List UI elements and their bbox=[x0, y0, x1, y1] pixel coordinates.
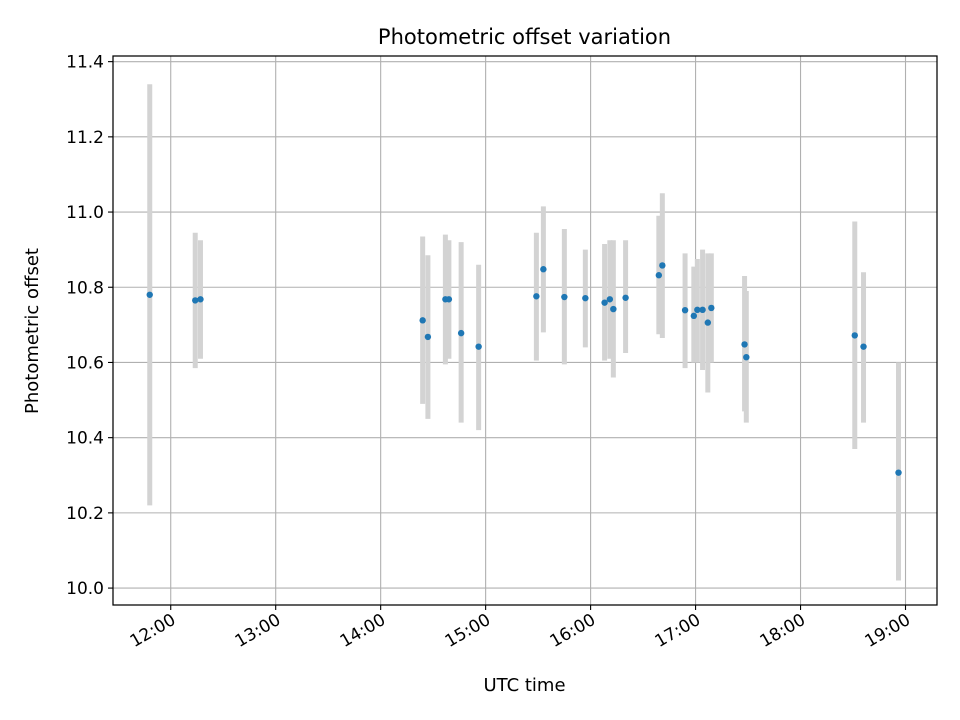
data-point bbox=[582, 294, 589, 302]
y-tick-label: 10.6 bbox=[66, 353, 104, 373]
data-point bbox=[601, 299, 608, 306]
y-tick-label: 10.8 bbox=[66, 278, 104, 298]
data-point bbox=[457, 329, 465, 337]
y-tick-label: 11.0 bbox=[66, 203, 104, 223]
data-point bbox=[681, 306, 689, 314]
data-point bbox=[699, 306, 706, 314]
data-point bbox=[743, 353, 750, 361]
y-tick-label: 11.2 bbox=[66, 128, 104, 148]
data-points bbox=[146, 262, 902, 476]
data-point bbox=[419, 317, 426, 324]
data-point bbox=[561, 293, 568, 301]
chart-title: Photometric offset variation bbox=[378, 25, 671, 49]
plot-frame bbox=[112, 55, 938, 606]
y-axis-label: Photometric offset bbox=[22, 248, 43, 414]
y-axis: 10.0 10.2 10.4 10.6 10.8 11.0 11.2 11.4 bbox=[66, 53, 113, 599]
plot-area bbox=[112, 55, 938, 606]
data-point bbox=[192, 297, 199, 304]
y-tick-label: 11.4 bbox=[66, 53, 104, 73]
data-point bbox=[704, 319, 712, 326]
data-point bbox=[606, 296, 614, 303]
data-point bbox=[197, 296, 204, 303]
data-point bbox=[741, 341, 748, 348]
data-point bbox=[445, 296, 453, 303]
plot-background bbox=[113, 56, 937, 605]
data-point bbox=[655, 272, 663, 279]
y-tick-label: 10.4 bbox=[66, 429, 104, 449]
x-axis-label: UTC time bbox=[483, 675, 565, 696]
data-point bbox=[860, 343, 867, 350]
y-tick-label: 10.2 bbox=[66, 504, 104, 524]
data-point bbox=[533, 293, 540, 300]
data-point bbox=[690, 312, 698, 320]
data-point bbox=[895, 469, 902, 476]
data-point bbox=[708, 304, 715, 312]
data-point bbox=[622, 294, 629, 301]
data-point bbox=[659, 262, 666, 269]
data-point bbox=[851, 332, 858, 339]
data-point bbox=[146, 291, 153, 298]
data-point bbox=[475, 343, 482, 350]
data-point bbox=[540, 266, 547, 273]
data-point bbox=[694, 306, 701, 314]
data-point bbox=[424, 333, 432, 341]
data-point bbox=[610, 305, 617, 313]
y-tick-label: 10.0 bbox=[66, 579, 104, 599]
y-gridlines bbox=[113, 61, 937, 589]
